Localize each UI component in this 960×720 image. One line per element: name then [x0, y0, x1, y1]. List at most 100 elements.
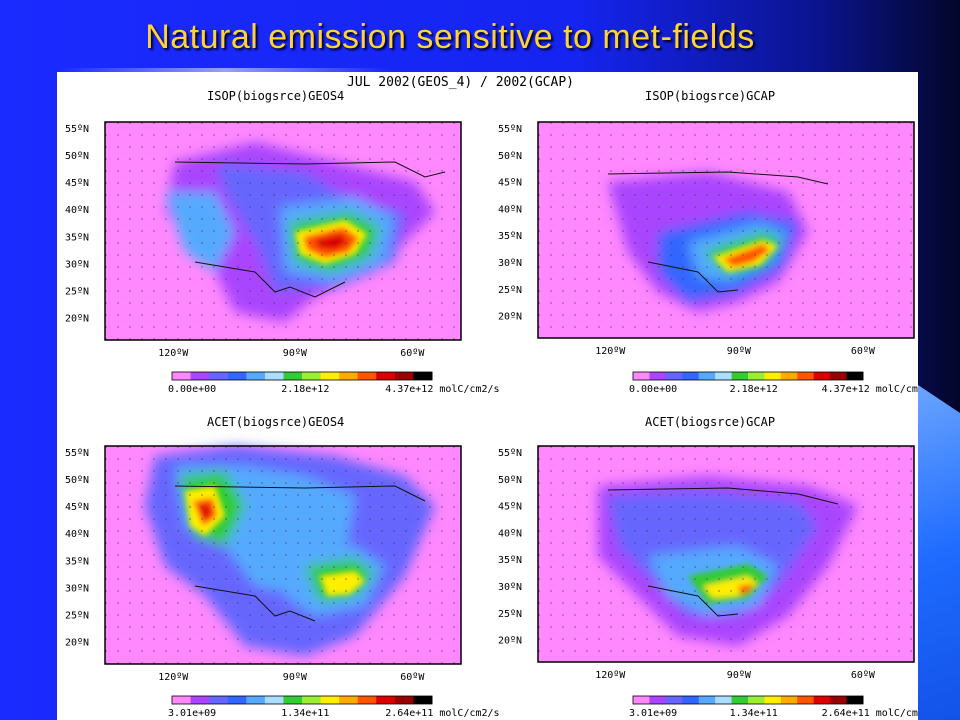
- graticule: [105, 122, 461, 340]
- colorbar-swatch: [797, 372, 815, 380]
- colorbar-swatch: [649, 372, 667, 380]
- lat-tick-label: 50ºN: [498, 151, 522, 162]
- lat-tick-label: 20ºN: [498, 312, 522, 323]
- colorbar-swatch: [748, 372, 765, 380]
- colorbar-swatch: [320, 372, 340, 380]
- slide-title: Natural emission sensitive to met-fields: [145, 18, 755, 56]
- colorbar-swatch: [227, 372, 247, 380]
- colorbar-swatch: [715, 372, 733, 380]
- colorbar-label: 1.34e+11: [281, 708, 329, 719]
- colorbar-swatch: [320, 696, 340, 704]
- lat-tick-label: 50ºN: [65, 151, 89, 162]
- colorbar-swatch: [172, 696, 192, 704]
- lon-tick-label: 60ºW: [851, 346, 876, 357]
- lon-tick-label: 60ºW: [851, 670, 876, 681]
- colorbar-swatch: [190, 372, 210, 380]
- colorbar-swatch: [649, 696, 667, 704]
- colorbar-swatch: [227, 696, 247, 704]
- colorbar-swatch: [264, 372, 284, 380]
- colorbar-swatch: [846, 696, 864, 704]
- panel-title: ACET(biogsrce)GEOS4: [207, 415, 344, 429]
- lon-tick-label: 120ºW: [595, 670, 626, 681]
- colorbar-swatch: [682, 372, 700, 380]
- lon-tick-label: 60ºW: [400, 348, 425, 359]
- colorbar-label: 0.00e+00: [629, 384, 677, 395]
- lat-tick-label: 45ºN: [65, 178, 89, 189]
- lat-tick-label: 55ºN: [498, 124, 522, 135]
- colorbar-label: 2.64e+11 molC/cm2/s: [385, 708, 499, 719]
- lon-tick-label: 90ºW: [283, 348, 308, 359]
- colorbar-label: 2.64e+11 molC/cm2: [822, 708, 918, 719]
- lon-tick-label: 90ºW: [727, 346, 752, 357]
- map-frame: [104, 445, 462, 665]
- colorbar-label: 2.18e+12: [281, 384, 329, 395]
- lat-tick-label: 30ºN: [498, 258, 522, 269]
- colorbar-swatch: [715, 696, 733, 704]
- lat-tick-label: 25ºN: [65, 610, 89, 621]
- colorbar-swatch: [764, 372, 782, 380]
- lat-tick-label: 30ºN: [65, 259, 89, 270]
- colorbar-label: 3.01e+09: [168, 708, 216, 719]
- colorbar-swatch: [731, 372, 749, 380]
- colorbar-swatch: [797, 696, 815, 704]
- colorbar-swatch: [190, 696, 210, 704]
- colorbar-swatch: [813, 372, 831, 380]
- colorbar-swatch: [246, 696, 266, 704]
- lon-tick-label: 60ºW: [400, 672, 425, 683]
- colorbar-frame: [632, 695, 864, 705]
- colorbar-swatch: [413, 372, 433, 380]
- lon-tick-label: 120ºW: [595, 346, 626, 357]
- map-frame: [537, 121, 915, 339]
- panel-title: ACET(biogsrce)GCAP: [645, 415, 775, 429]
- colorbar-swatch: [246, 372, 266, 380]
- colorbar-swatch: [764, 696, 782, 704]
- colorbar-frame: [632, 371, 864, 381]
- colorbar-frame: [171, 371, 433, 381]
- lon-tick-label: 120ºW: [158, 348, 189, 359]
- panel-isop-geos4: ISOP(biogsrce)GEOS4: [65, 89, 500, 395]
- colorbar-swatch: [283, 696, 303, 704]
- figure-panel: JUL 2002(GEOS_4) / 2002(GCAP) ISOP(biogs…: [57, 72, 918, 720]
- lat-tick-label: 20ºN: [498, 636, 522, 647]
- lat-tick-label: 30ºN: [498, 582, 522, 593]
- panel-title: ISOP(biogsrce)GEOS4: [207, 89, 344, 103]
- colorbar-label: 4.37e+12 molC/cm2: [822, 384, 918, 395]
- colorbar-swatch: [357, 372, 377, 380]
- lat-tick-label: 40ºN: [65, 205, 89, 216]
- colorbar-swatch: [394, 372, 414, 380]
- decorative-accent-bar: [918, 385, 960, 720]
- colorbar-swatch: [209, 372, 229, 380]
- lat-tick-label: 25ºN: [498, 285, 522, 296]
- colorbar-swatch: [283, 372, 303, 380]
- colorbar-swatch: [682, 696, 700, 704]
- colorbar-swatch: [339, 696, 359, 704]
- colorbar-swatch: [846, 372, 864, 380]
- colorbar-swatch: [748, 696, 765, 704]
- lon-tick-label: 120ºW: [158, 672, 189, 683]
- colorbar-swatch: [665, 696, 683, 704]
- colorbar-swatch: [665, 372, 683, 380]
- panel-acet-geos4: ACET(biogsrce)GEOS4: [65, 415, 500, 719]
- colorbar-swatch: [780, 696, 798, 704]
- lat-tick-label: 35ºN: [498, 231, 522, 242]
- lat-tick-label: 35ºN: [65, 232, 89, 243]
- lon-tick-label: 90ºW: [283, 672, 308, 683]
- colorbar-swatch: [413, 696, 433, 704]
- colorbar-label: 1.34e+11: [730, 708, 778, 719]
- colorbar-swatch: [830, 696, 848, 704]
- colorbar-swatch: [780, 372, 798, 380]
- colorbar-swatch: [813, 696, 831, 704]
- colorbar-swatch: [357, 696, 377, 704]
- emission-maps-figure: JUL 2002(GEOS_4) / 2002(GCAP) ISOP(biogs…: [65, 75, 918, 719]
- colorbar-swatch: [339, 372, 359, 380]
- colorbar-swatch: [172, 372, 192, 380]
- colorbar-swatch: [731, 696, 749, 704]
- lat-tick-label: 45ºN: [65, 502, 89, 513]
- colorbar-swatch: [302, 372, 322, 380]
- lat-tick-label: 25ºN: [498, 609, 522, 620]
- colorbar-swatch: [264, 696, 284, 704]
- lat-tick-label: 20ºN: [65, 638, 89, 649]
- lat-tick-label: 30ºN: [65, 583, 89, 594]
- colorbar-swatch: [376, 372, 396, 380]
- map-frame: [104, 121, 462, 341]
